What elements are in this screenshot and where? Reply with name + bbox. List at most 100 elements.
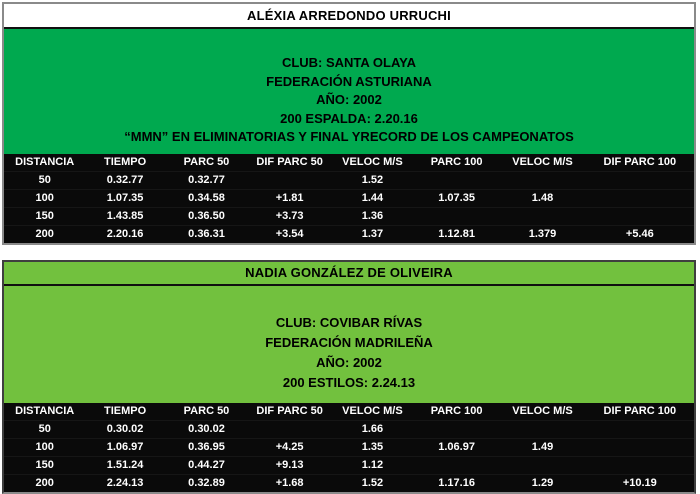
table-cell: 1.49: [499, 437, 586, 456]
table-cell: [248, 170, 332, 189]
col-header-veloc-ms-1: VELOC M/S: [342, 405, 403, 417]
col-header-parc50: PARC 50: [183, 405, 230, 417]
info-line: AÑO: 2002: [316, 354, 382, 370]
col-header-parc100: PARC 100: [430, 156, 483, 168]
table-cell: +5.46: [585, 224, 694, 243]
info-line: “MMN” EN ELIMINATORIAS Y FINAL YRECORD D…: [124, 129, 574, 144]
table-cell: 1.37: [331, 224, 414, 243]
athlete-info-block: CLUB: SANTA OLAYA FEDERACIÓN ASTURIANA AÑO…: [4, 29, 694, 154]
table-row: 50 0.32.77 0.32.77 1.52: [4, 170, 694, 189]
table-cell: [413, 170, 500, 189]
table-cell: 1.17.16: [413, 473, 500, 492]
table-cell: [413, 206, 500, 225]
col-header-veloc-ms-2: VELOC M/S: [512, 405, 573, 417]
table-cell: [499, 419, 586, 438]
table-cell: [413, 455, 500, 474]
table-cell: 150: [4, 206, 86, 225]
table-cell: [499, 170, 586, 189]
info-line: 200 ESTILOS: 2.24.13: [282, 374, 416, 390]
info-line: AÑO: 2002: [316, 92, 382, 107]
table-row: 150 1.51.24 0.44.27 +9.13 1.12: [4, 455, 694, 474]
col-header-tiempo: TIEMPO: [103, 156, 147, 168]
table-cell: 0.32.77: [85, 170, 165, 189]
table-cell: 0.32.89: [164, 473, 249, 492]
col-header-dif-parc100: DIF PARC 100: [603, 156, 677, 168]
col-header-distancia: DISTANCIA: [15, 156, 75, 168]
table-cell: [585, 170, 694, 189]
table-cell: 0.30.02: [164, 419, 249, 438]
splits-table: DISTANCIA TIEMPO PARC 50 DIF PARC 50 VEL…: [4, 402, 694, 492]
table-cell: 1.66: [331, 419, 414, 438]
col-header-parc100: PARC 100: [430, 405, 483, 417]
col-header-dif-parc100: DIF PARC 100: [603, 405, 677, 417]
table-cell: 1.36: [331, 206, 414, 225]
table-cell: 1.379: [499, 224, 586, 243]
table-cell: 0.32.77: [164, 170, 249, 189]
athlete-name-title: ALÉXIA ARREDONDO URRUCHI: [4, 4, 694, 29]
table-cell: +3.54: [248, 224, 332, 243]
table-cell: [499, 455, 586, 474]
col-header-veloc-ms-1: VELOC M/S: [342, 156, 403, 168]
athlete-info-block: CLUB: COVIBAR RÍVAS FEDERACIÓN MADRILEÑA A…: [4, 285, 694, 403]
table-cell: +9.13: [248, 455, 332, 474]
table-cell: 0.34.58: [164, 188, 249, 207]
col-header-veloc-ms-2: VELOC M/S: [512, 156, 573, 168]
table-cell: 1.44: [331, 188, 414, 207]
athlete-card-nadia: NADIA GONZÁLEZ DE OLIVEIRA CLUB: COVIBAR…: [2, 259, 696, 494]
table-row: 100 1.06.97 0.36.95 +4.25 1.35 1.06.97 1.49: [4, 437, 694, 456]
info-line: CLUB: COVIBAR RÍVAS: [275, 314, 423, 330]
table-row: 100 1.07.35 0.34.58 +1.81 1.44 1.07.35 1.48: [4, 188, 694, 207]
table-cell: 2.20.16: [85, 224, 165, 243]
table-cell: [499, 206, 586, 225]
table-cell: 0.36.95: [164, 437, 249, 456]
table-cell: 1.07.35: [85, 188, 165, 207]
table-cell: 1.43.85: [85, 206, 165, 225]
table-cell: 1.06.97: [413, 437, 500, 456]
table-row: 50 0.30.02 0.30.02 1.66: [4, 419, 694, 438]
table-row: 200 2.20.16 0.36.31 +3.54 1.37 1.12.81 1.379 +5…: [4, 224, 694, 243]
col-header-dif-parc50: DIF PARC 50: [256, 405, 323, 417]
table-cell: 1.29: [499, 473, 586, 492]
table-cell: 1.52: [331, 170, 414, 189]
table-cell: [248, 419, 332, 438]
table-row: 200 2.24.13 0.32.89 +1.68 1.52 1.17.16 1.29 +10…: [4, 473, 694, 492]
col-header-tiempo: TIEMPO: [103, 405, 147, 417]
table-cell: 150: [4, 455, 86, 474]
info-line: CLUB: SANTA OLAYA: [281, 55, 417, 70]
table-cell: 1.35: [331, 437, 414, 456]
table-cell: 1.48: [499, 188, 586, 207]
table-cell: [585, 437, 694, 456]
table-cell: 1.12.81: [413, 224, 500, 243]
table-row: 150 1.43.85 0.36.50 +3.73 1.36: [4, 206, 694, 225]
table-cell: +1.68: [248, 473, 332, 492]
table-cell: 50: [4, 170, 86, 189]
table-cell: 100: [4, 437, 86, 456]
info-line: FEDERACIÓN MADRILEÑA: [265, 334, 433, 350]
table-cell: 2.24.13: [85, 473, 165, 492]
info-line: FEDERACIÓN ASTURIANA: [266, 73, 432, 89]
athlete-name-title: NADIA GONZÁLEZ DE OLIVEIRA: [4, 261, 694, 286]
table-cell: 0.36.31: [164, 224, 249, 243]
table-cell: 1.06.97: [85, 437, 165, 456]
table-cell: +4.25: [248, 437, 332, 456]
table-cell: 1.12: [331, 455, 414, 474]
table-cell: 50: [4, 419, 86, 438]
table-cell: [585, 206, 694, 225]
table-cell: 0.36.50: [164, 206, 249, 225]
splits-table: DISTANCIA TIEMPO PARC 50 DIF PARC 50 VEL…: [4, 153, 694, 243]
table-cell: 200: [4, 473, 86, 492]
table-cell: 100: [4, 188, 86, 207]
col-header-distancia: DISTANCIA: [15, 405, 75, 417]
col-header-dif-parc50: DIF PARC 50: [256, 156, 323, 168]
athlete-card-alexia: ALÉXIA ARREDONDO URRUCHI CLUB: SANTA OLA…: [2, 2, 696, 245]
table-cell: 1.07.35: [413, 188, 500, 207]
table-cell: 1.52: [331, 473, 414, 492]
info-line: 200 ESPALDA: 2.20.16: [280, 110, 418, 126]
table-cell: 0.30.02: [85, 419, 165, 438]
table-cell: 1.51.24: [85, 455, 165, 474]
table-cell: +10.19: [585, 473, 694, 492]
table-cell: 0.44.27: [164, 455, 249, 474]
table-header-row: DISTANCIA TIEMPO PARC 50 DIF PARC 50 VEL…: [4, 154, 694, 172]
table-cell: +1.81: [248, 188, 332, 207]
